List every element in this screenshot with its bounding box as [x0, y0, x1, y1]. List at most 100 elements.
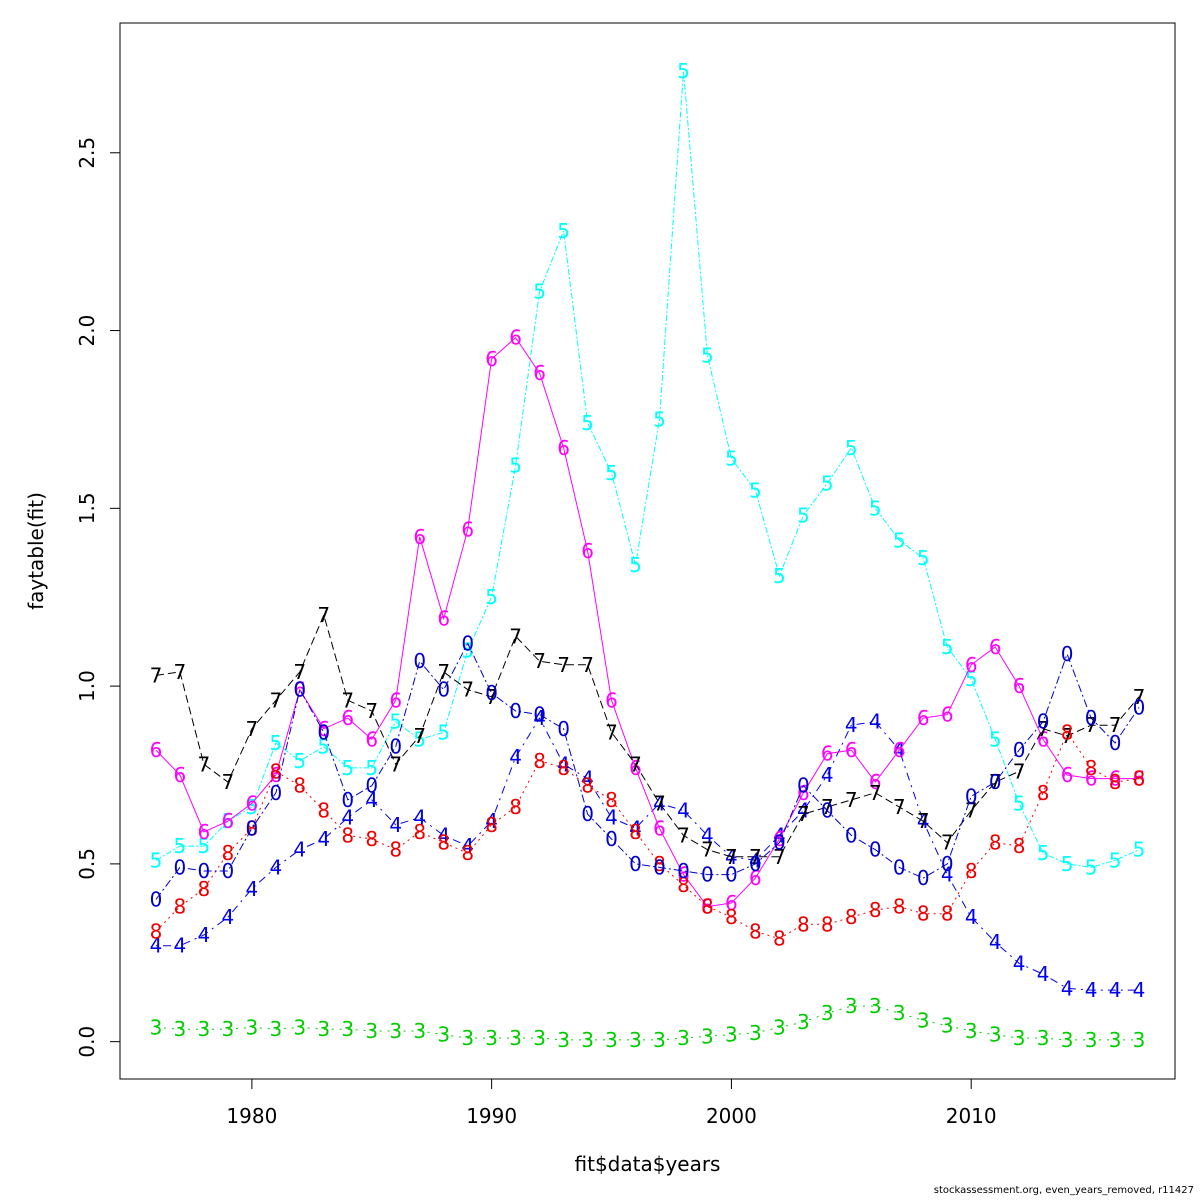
- point-label-5: 5: [605, 461, 618, 485]
- point-label-4: 4: [198, 923, 211, 947]
- point-label-8: 8: [917, 902, 930, 926]
- point-label-8: 8: [581, 774, 594, 798]
- point-label-5: 5: [270, 731, 283, 755]
- point-label-5: 5: [437, 720, 450, 744]
- point-label-4: 4: [629, 816, 642, 840]
- y-axis: 0.0 0.5 1.0 1.5 2.0 2.5: [75, 137, 121, 1058]
- point-label-4: 4: [701, 823, 714, 847]
- point-label-8: 8: [1037, 781, 1050, 805]
- point-label-8: 8: [701, 895, 714, 919]
- point-label-3: 3: [845, 994, 858, 1018]
- series-line-6: [155, 336, 1139, 908]
- point-label-4: 4: [797, 799, 810, 823]
- point-label-5: 5: [917, 546, 930, 570]
- point-label-4: 4: [389, 813, 402, 837]
- point-label-8: 8: [557, 756, 570, 780]
- point-label-8: 8: [893, 895, 906, 919]
- point-label-0: 0: [701, 863, 714, 887]
- y-tick-label: 1.5: [75, 492, 99, 524]
- point-label-4: 4: [485, 809, 498, 833]
- point-label-4: 4: [845, 713, 858, 737]
- point-label-3: 3: [222, 1017, 235, 1041]
- point-label-3: 3: [533, 1026, 546, 1050]
- point-label-8: 8: [869, 898, 882, 922]
- point-label-3: 3: [821, 1001, 834, 1025]
- point-label-0: 0: [557, 717, 570, 741]
- point-label-7: 7: [845, 788, 858, 812]
- point-label-4: 4: [365, 788, 378, 812]
- point-label-5: 5: [653, 407, 666, 431]
- point-label-3: 3: [677, 1026, 690, 1050]
- point-label-6: 6: [1013, 674, 1026, 698]
- point-label-4: 4: [150, 934, 163, 958]
- point-label-0: 0: [893, 855, 906, 879]
- point-label-8: 8: [797, 912, 810, 936]
- point-label-3: 3: [773, 1015, 786, 1039]
- point-label-3: 3: [1061, 1028, 1074, 1052]
- point-label-6: 6: [246, 791, 259, 815]
- point-label-0: 0: [293, 678, 306, 702]
- point-label-6: 6: [677, 863, 690, 887]
- point-label-5: 5: [773, 564, 786, 588]
- y-tick-label: 1.0: [75, 670, 99, 702]
- point-label-6: 6: [222, 809, 235, 833]
- point-label-3: 3: [653, 1028, 666, 1052]
- point-label-6: 6: [989, 635, 1002, 659]
- point-label-5: 5: [246, 795, 259, 819]
- series-line-7: [155, 613, 1140, 858]
- point-label-3: 3: [557, 1028, 570, 1052]
- point-label-5: 5: [725, 447, 738, 471]
- point-label-7: 7: [581, 653, 594, 677]
- point-label-5: 5: [869, 496, 882, 520]
- point-label-3: 3: [270, 1017, 283, 1041]
- credit-text: stockassessment.org, even_years_removed,…: [933, 1185, 1194, 1196]
- point-label-3: 3: [413, 1019, 426, 1043]
- point-label-0: 0: [222, 859, 235, 883]
- x-tick-label: 1980: [226, 1104, 277, 1128]
- point-label-8: 8: [413, 820, 426, 844]
- point-label-6: 6: [461, 518, 474, 542]
- point-label-6: 6: [341, 706, 354, 730]
- point-label-7: 7: [1061, 724, 1074, 748]
- point-label-7: 7: [389, 752, 402, 776]
- point-label-8: 8: [437, 831, 450, 855]
- point-label-8: 8: [773, 927, 786, 951]
- x-tick-label: 1990: [466, 1104, 517, 1128]
- point-label-8: 8: [725, 905, 738, 929]
- point-label-0: 0: [725, 863, 738, 887]
- point-label-5: 5: [893, 528, 906, 552]
- point-label-4: 4: [1061, 976, 1074, 1000]
- y-axis-label: faytable(fit): [24, 492, 48, 610]
- point-label-5: 5: [485, 585, 498, 609]
- point-label-8: 8: [341, 823, 354, 847]
- series-line-5: [155, 70, 1140, 868]
- point-label-4: 4: [941, 863, 954, 887]
- x-axis: 1980 1990 2000 2010: [226, 1078, 997, 1128]
- point-label-7: 7: [797, 802, 810, 826]
- point-label-3: 3: [917, 1008, 930, 1032]
- point-label-0: 0: [749, 852, 762, 876]
- point-label-3: 3: [605, 1028, 618, 1052]
- point-label-0: 0: [246, 816, 259, 840]
- point-label-3: 3: [198, 1017, 211, 1041]
- point-label-6: 6: [917, 706, 930, 730]
- point-label-4: 4: [581, 767, 594, 791]
- point-label-8: 8: [533, 749, 546, 773]
- point-label-3: 3: [389, 1019, 402, 1043]
- point-label-4: 4: [1133, 978, 1146, 1002]
- point-label-5: 5: [293, 749, 306, 773]
- point-label-0: 0: [150, 887, 163, 911]
- point-label-3: 3: [989, 1023, 1002, 1047]
- point-label-6: 6: [605, 688, 618, 712]
- point-label-8: 8: [965, 859, 978, 883]
- point-label-7: 7: [270, 688, 283, 712]
- point-label-3: 3: [341, 1017, 354, 1041]
- point-label-8: 8: [270, 759, 283, 783]
- point-label-8: 8: [293, 774, 306, 798]
- point-label-5: 5: [509, 454, 522, 478]
- point-label-5: 5: [461, 639, 474, 663]
- point-label-3: 3: [965, 1019, 978, 1043]
- point-label-8: 8: [222, 841, 235, 865]
